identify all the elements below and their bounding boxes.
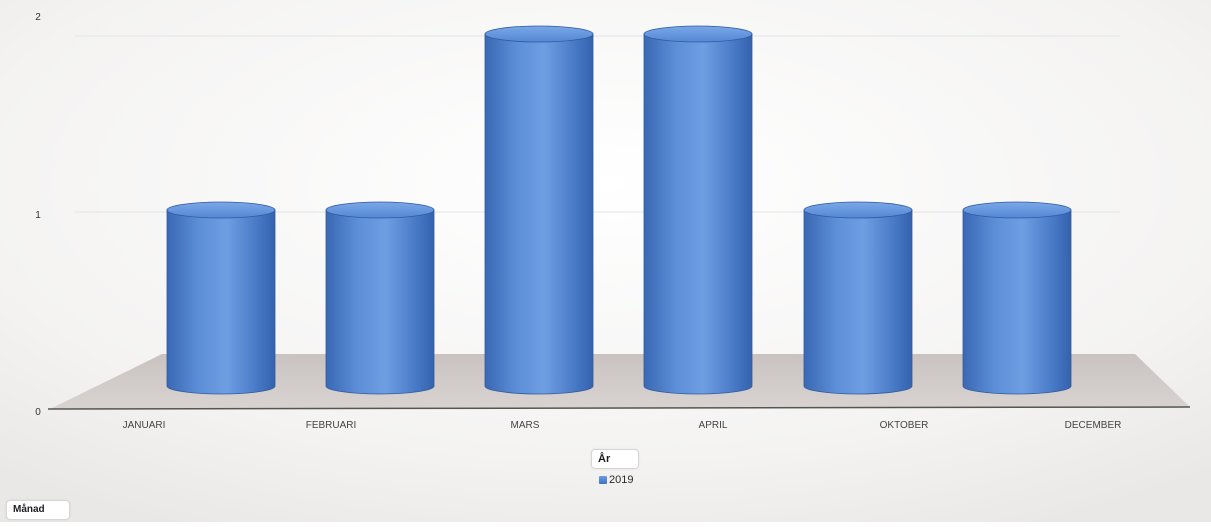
- x-tick-label: DECEMBER: [1065, 420, 1122, 431]
- x-tick-label: JANUARI: [123, 420, 166, 431]
- legend-swatch: [599, 476, 607, 484]
- y-tick-label: 1: [35, 210, 41, 221]
- bar-top: [962, 201, 1072, 219]
- bar: [325, 201, 435, 395]
- bar-body: [803, 209, 913, 395]
- x-tick-label: MARS: [511, 420, 540, 431]
- y-tick-label: 2: [35, 12, 41, 23]
- bar: [643, 25, 753, 395]
- bar-top: [166, 201, 276, 219]
- bar: [484, 25, 594, 395]
- x-tick-label: FEBRUARI: [306, 420, 357, 431]
- bar-body: [325, 209, 435, 395]
- bar: [962, 201, 1072, 395]
- bar-top: [803, 201, 913, 219]
- x-tick-label: OKTOBER: [880, 420, 929, 431]
- x-tick-label: APRIL: [699, 420, 728, 431]
- y-tick-label: 0: [35, 407, 41, 418]
- legend-entry: 2019: [599, 474, 633, 486]
- bar-top: [325, 201, 435, 219]
- x-axis-line: [47, 406, 1191, 410]
- bar-body: [643, 33, 753, 395]
- bar-top: [484, 25, 594, 43]
- legend-title[interactable]: År: [591, 449, 639, 469]
- bar-body: [166, 209, 276, 395]
- bar: [166, 201, 276, 395]
- category-field-button[interactable]: Månad: [6, 500, 70, 520]
- bar-top: [643, 25, 753, 43]
- bar-body: [484, 33, 594, 395]
- bar-body: [962, 209, 1072, 395]
- bar: [803, 201, 913, 395]
- legend-label: 2019: [609, 474, 634, 486]
